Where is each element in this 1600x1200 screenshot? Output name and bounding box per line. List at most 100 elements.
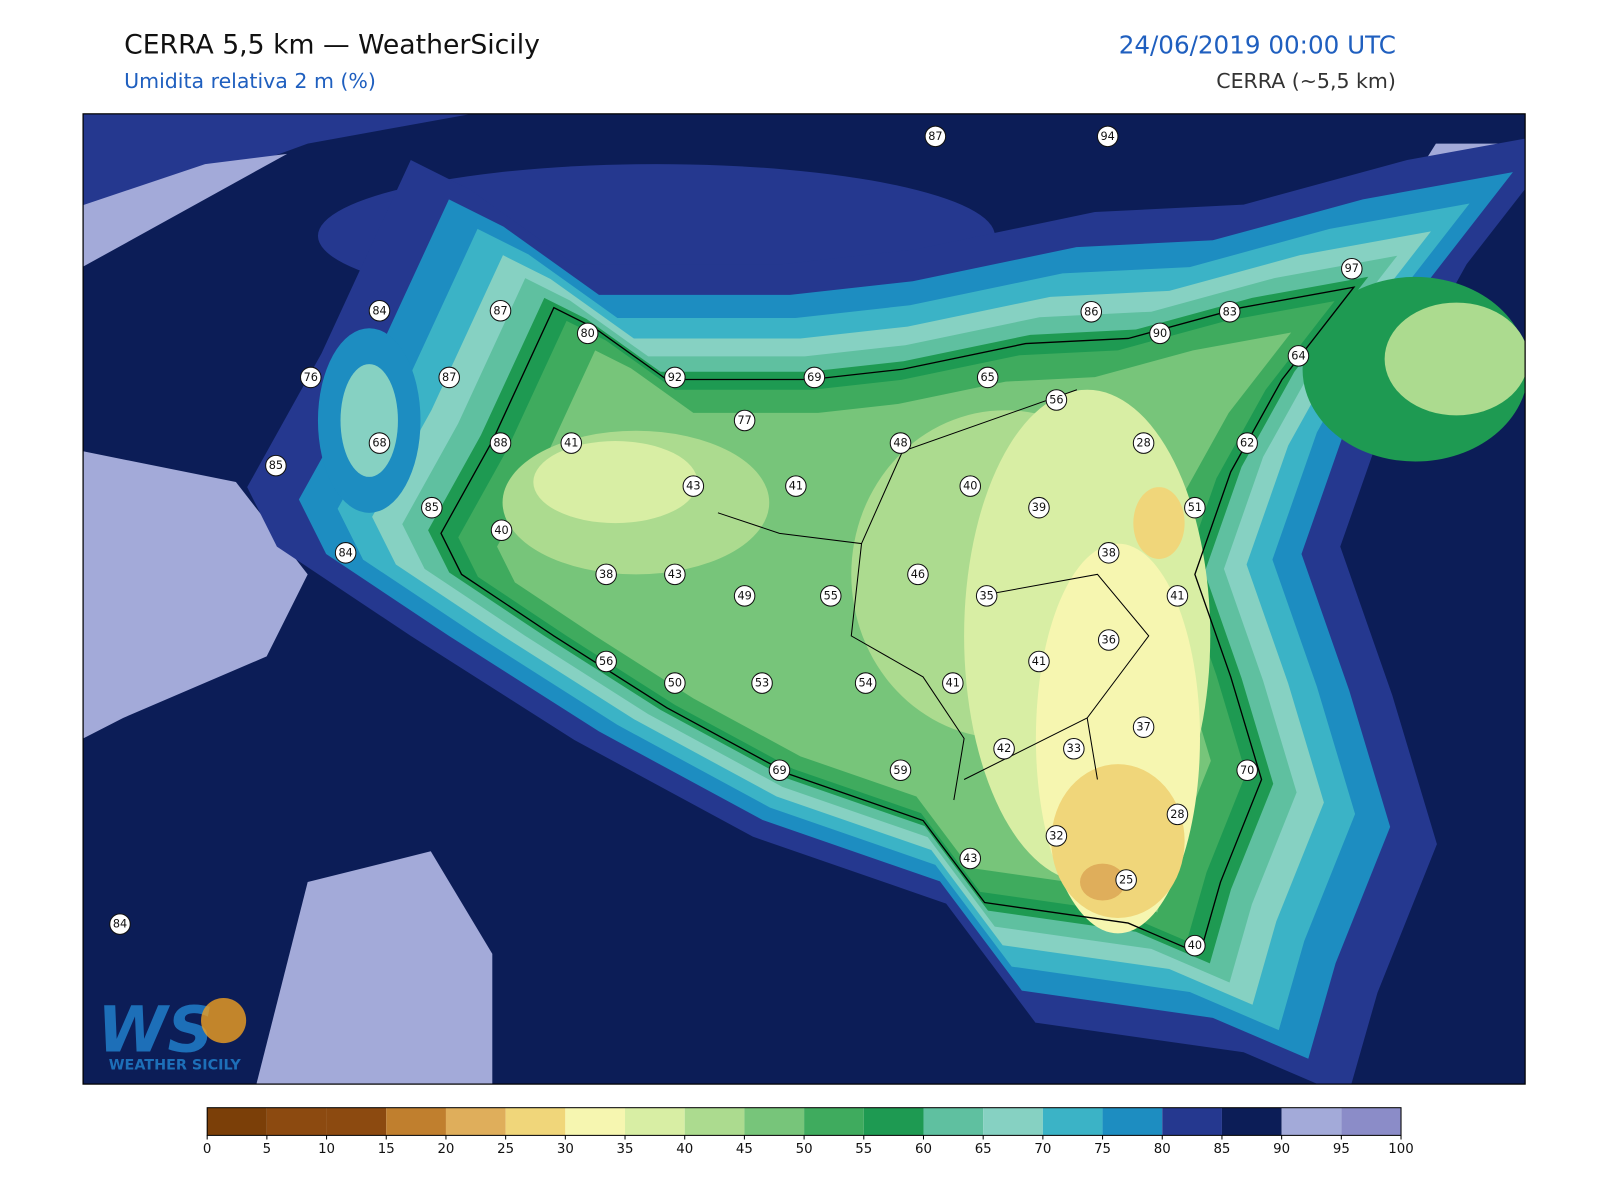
- station-marker: [664, 563, 686, 586]
- station-value: 43: [963, 852, 977, 865]
- station-marker: [942, 672, 964, 694]
- station-marker: [368, 299, 391, 322]
- field-area: [256, 851, 493, 1085]
- station-marker: [907, 563, 929, 586]
- station-marker: [368, 432, 391, 454]
- station-value: 46: [911, 568, 925, 581]
- station-value: 69: [807, 371, 821, 384]
- colorbar-tick-label: 65: [975, 1142, 992, 1157]
- station-marker: [1045, 389, 1068, 411]
- station-value: 28: [1170, 808, 1184, 821]
- station-value: 25: [1119, 874, 1133, 887]
- station-marker: [1166, 803, 1189, 826]
- station-marker: [682, 475, 705, 497]
- station-marker: [489, 432, 512, 454]
- colorbar-segment: [445, 1107, 506, 1136]
- colorbar-tick-label: 90: [1273, 1142, 1290, 1157]
- field-area: [533, 441, 698, 524]
- station-value: 51: [1188, 501, 1202, 514]
- station-value: 38: [599, 568, 613, 581]
- field-area: [340, 364, 398, 477]
- station-marker: [438, 366, 460, 389]
- colorbar-segment: [1162, 1107, 1222, 1136]
- station-marker: [265, 454, 287, 477]
- station-value: 53: [755, 677, 769, 690]
- station-value: 33: [1067, 742, 1081, 755]
- station-marker: [1063, 737, 1085, 760]
- colorbar-segment: [1042, 1107, 1103, 1136]
- station-marker: [1097, 542, 1120, 564]
- station-marker: [664, 672, 686, 694]
- station-value: 41: [789, 480, 803, 493]
- station-marker: [803, 366, 826, 389]
- colorbar-tick-label: 10: [318, 1142, 335, 1157]
- colorbar-segment: [923, 1107, 984, 1136]
- station-marker: [1132, 432, 1155, 454]
- logo-sun: [201, 997, 247, 1044]
- station-value: 50: [668, 677, 682, 690]
- station-marker: [1132, 716, 1155, 738]
- station-marker: [1028, 496, 1050, 519]
- station-value: 90: [1153, 327, 1167, 340]
- station-marker: [1028, 650, 1050, 673]
- colorbar-segment: [266, 1107, 327, 1136]
- field-area: [83, 113, 472, 226]
- model-label: CERRA (~5,5 km): [1216, 69, 1396, 93]
- colorbar-tick-label: 100: [1388, 1142, 1413, 1157]
- title: CERRA 5,5 km — WeatherSicily: [124, 29, 540, 60]
- colorbar-segment: [505, 1107, 566, 1136]
- station-marker: [421, 496, 443, 519]
- station-value: 40: [494, 524, 508, 537]
- colorbar-segment: [863, 1107, 924, 1136]
- logo: WS WEATHER SICILY: [97, 992, 247, 1074]
- station-value: 85: [269, 459, 283, 472]
- colorbar-tick-label: 75: [1094, 1142, 1111, 1157]
- station-marker: [785, 475, 807, 497]
- station-value: 37: [1136, 721, 1150, 734]
- colorbar-tick-label: 80: [1154, 1142, 1171, 1157]
- station-marker: [975, 585, 998, 607]
- station-value: 28: [1136, 437, 1150, 450]
- station-marker: [751, 672, 773, 694]
- station-value: 62: [1240, 437, 1254, 450]
- station-value: 68: [372, 437, 386, 450]
- colorbar-tick-label: 95: [1333, 1142, 1350, 1157]
- station-value: 40: [1188, 939, 1202, 952]
- station-value: 49: [737, 589, 751, 602]
- station-value: 69: [772, 764, 786, 777]
- station-marker: [334, 542, 357, 564]
- colorbar-segment: [983, 1107, 1043, 1136]
- station-value: 38: [1102, 546, 1116, 559]
- station-marker: [733, 409, 756, 432]
- station-marker: [959, 475, 982, 497]
- station-marker: [1236, 432, 1258, 454]
- colorbar-tick-label: 50: [796, 1142, 813, 1157]
- station-value: 65: [981, 371, 995, 384]
- colorbar-tick-label: 70: [1034, 1142, 1051, 1157]
- station-marker: [299, 366, 322, 389]
- station-marker: [560, 432, 583, 454]
- station-value: 85: [425, 501, 439, 514]
- station-marker: [109, 913, 131, 935]
- station-marker: [595, 650, 617, 673]
- station-marker: [976, 366, 999, 389]
- colorbar-segment: [625, 1107, 685, 1136]
- colorbar-segment: [565, 1107, 626, 1136]
- stations: 87 94 97 84 87 80 86 90 83 64 76 87 92 69 65 56 77 68 88 41…: [109, 125, 1363, 957]
- field-area: [83, 153, 288, 267]
- station-value: 80: [581, 327, 595, 340]
- station-marker: [1097, 629, 1120, 651]
- station-value: 41: [1170, 589, 1184, 602]
- station-marker: [959, 847, 982, 870]
- station-marker: [768, 759, 791, 782]
- station-value: 70: [1240, 764, 1254, 777]
- station-value: 77: [737, 414, 751, 427]
- station-marker: [576, 322, 599, 345]
- colorbar-tick-label: 30: [557, 1142, 574, 1157]
- station-value: 92: [668, 371, 682, 384]
- colorbar-segment: [1221, 1107, 1282, 1136]
- field-area: [83, 451, 308, 739]
- station-value: 40: [963, 480, 977, 493]
- logo-initials: WS: [97, 992, 213, 1066]
